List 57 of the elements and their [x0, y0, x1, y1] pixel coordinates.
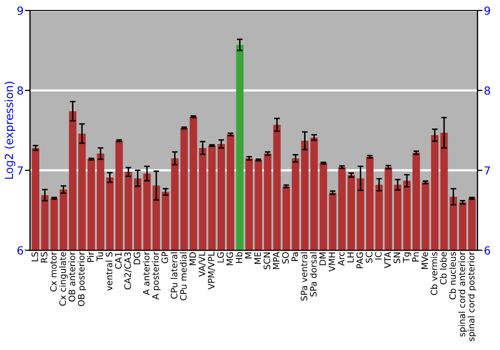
x-tick-label: MVe — [422, 252, 428, 270]
y-tick-label: 7 — [18, 166, 23, 175]
x-tick-label: CPu lateral — [170, 252, 178, 299]
x-tick-label: spinal cord posterior — [468, 252, 476, 342]
x-tick-label: GP — [161, 252, 168, 264]
y2-tick-label: 7 — [484, 166, 490, 175]
x-tick-label: Cb nucleus — [449, 252, 456, 300]
x-tick-label: SCN — [264, 252, 270, 270]
x-tick-label: A anterior — [142, 252, 150, 296]
x-tick-label: ME — [254, 252, 261, 264]
y-tick-label: 8 — [17, 86, 23, 95]
y-tick-label: 6 — [17, 246, 24, 255]
x-tick-label: Tg — [402, 252, 412, 263]
x-tick-label: VA/VL — [198, 252, 206, 277]
x-tick-label: MPA — [272, 252, 280, 270]
x-tick-label: VTA — [384, 252, 391, 268]
y2-tick-label: 6 — [484, 246, 490, 255]
x-tick-label: DM — [319, 252, 326, 266]
x-tick-label: MD — [189, 252, 196, 266]
y-axis-title: Log2 (expression) — [4, 82, 16, 179]
y-tick-label: 9 — [17, 6, 23, 15]
x-tick-label: Cb lobe — [440, 252, 447, 284]
x-tick-label: SPa dorsal — [310, 252, 317, 296]
y2-tick-label: 8 — [484, 86, 490, 95]
x-tick-label: Pn — [412, 252, 419, 262]
x-tick-label: Hb — [236, 252, 242, 263]
x-tick-label: IC — [375, 252, 382, 260]
x-tick-label: OB posterior — [78, 252, 86, 306]
x-tick-label: SN — [394, 252, 400, 264]
x-tick-label: VMH — [328, 252, 336, 272]
x-tick-label: CA2/CA3 — [124, 252, 132, 290]
x-tick-label: OB anterior — [68, 252, 76, 302]
x-tick-label: CPu medial — [180, 252, 187, 300]
x-tick-label: A posterior — [152, 252, 160, 300]
x-tick-label: SC — [366, 252, 372, 263]
x-tick-label: Cb vermis — [430, 252, 438, 296]
x-tick-label: LS — [31, 252, 38, 262]
x-tick-label: LH — [347, 252, 354, 262]
x-tick-label: MG — [226, 252, 234, 266]
x-tick-label: M — [245, 252, 252, 258]
x-tick-label: Pa — [292, 252, 298, 262]
x-tick-label: LG — [217, 252, 224, 262]
x-tick-label: PAG — [356, 252, 364, 268]
x-tick-label: ventral S — [106, 252, 112, 291]
x-tick-label: Pir — [87, 252, 94, 262]
x-tick-label: Cx cingulate — [59, 252, 68, 306]
x-tick-label: DG — [134, 252, 140, 264]
x-tick-label: Tu — [96, 252, 104, 262]
x-tick-label: Cx motor — [50, 252, 57, 292]
x-tick-label: RS — [40, 252, 48, 262]
x-tick-label: SPa ventral — [300, 252, 308, 301]
y2-tick-label: 9 — [484, 6, 490, 15]
x-tick-label: CA1 — [115, 252, 122, 269]
x-tick-label: SO — [282, 252, 289, 264]
x-tick-label: spinal cord anterior — [458, 252, 467, 336]
x-tick-label: Arc — [338, 252, 344, 266]
x-tick-label: VPM/VPL — [208, 252, 216, 290]
